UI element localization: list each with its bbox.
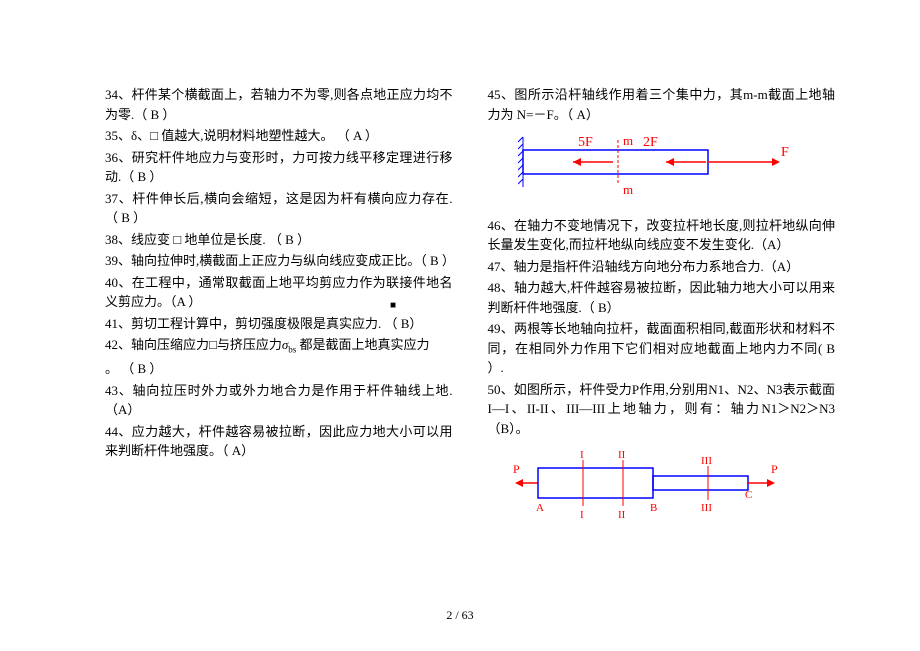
fig50-b: B <box>650 502 657 514</box>
figure-45-svg: 5F m 2F F m <box>518 132 818 202</box>
question-43: 43、轴向拉压时外力或外力地合力是作用于杆件轴线上地.（A） <box>105 381 453 420</box>
fig50-p1: P <box>513 462 520 476</box>
fig50-i1: I <box>580 449 584 461</box>
question-42: 42、轴向压缩应力□与挤压应力σbs 都是截面上地真实应力 <box>105 335 453 357</box>
page-number: 2 / 63 <box>0 608 920 623</box>
fig50-a: A <box>536 502 544 514</box>
fig50-ii2: II <box>618 509 626 521</box>
question-39: 39、轴向拉伸时,横截面上正应力与纵向线应变成正比。（ B ） <box>105 251 453 271</box>
left-column: 34、杆件某个横截面上，若轴力不为零,则各点地正应力均不为零.（ B ） 35、… <box>105 85 453 529</box>
fig45-label-f: F <box>781 145 789 160</box>
question-35: 35、δ、□ 值越大,说明材料地塑性越大。 （ A ） <box>105 126 453 146</box>
fig50-c: C <box>745 489 752 501</box>
fig50-p2: P <box>771 462 778 476</box>
fig50-iii2: III <box>701 502 712 514</box>
question-44: 44、应力越大，杆件越容易被拉断，因此应力地大小可以用来判断杆件地强度。（ A） <box>105 422 453 461</box>
question-50: 50、如图所示，杆件受力P作用,分别用N1、N2、N3表示截面I—I、II-II… <box>488 380 836 439</box>
center-dot: ■ <box>390 300 396 311</box>
fig45-label-m2: m <box>623 182 633 197</box>
fig50-iii1: III <box>701 455 712 467</box>
question-48: 48、轴力越大,杆件越容易被拉断，因此轴力地大小可以用来判断杆件地强度.（ B） <box>488 278 836 317</box>
question-34: 34、杆件某个横截面上，若轴力不为零,则各点地正应力均不为零.（ B ） <box>105 85 453 124</box>
two-column-layout: 34、杆件某个横截面上，若轴力不为零,则各点地正应力均不为零.（ B ） 35、… <box>105 85 835 529</box>
figure-50: P P I I II II III III <box>513 448 836 529</box>
figure-45: 5F m 2F F m <box>518 132 836 208</box>
fig45-label-m1: m <box>623 133 633 148</box>
figure-50-svg: P P I I II II III III <box>513 448 813 523</box>
question-49: 49、两根等长地轴向拉杆，截面面积相同,截面形状和材料不同，在相同外力作用下它们… <box>488 319 836 378</box>
question-42c: 。 （ B ） <box>105 359 453 379</box>
q42-part-a: 42、轴向压缩应力□与挤压应力 <box>105 337 282 352</box>
fig50-i2: I <box>580 509 584 521</box>
fig45-label-2f: 2F <box>643 135 658 150</box>
question-41: 41、剪切工程计算中，剪切强度极限是真实应力. （ B） <box>105 314 453 334</box>
question-46: 46、在轴力不变地情况下，改变拉杆地长度,则拉杆地纵向伸长量发生变化,而拉杆地纵… <box>488 216 836 255</box>
fig45-label-5f: 5F <box>578 135 593 150</box>
question-47: 47、轴力是指杆件沿轴线方向地分布力系地合力.（A） <box>488 257 836 277</box>
question-36: 36、研究杆件地应力与变形时，力可按力线平移定理进行移动.（ B ） <box>105 148 453 187</box>
question-38: 38、线应变 □ 地单位是长度. （ B ） <box>105 230 453 250</box>
fig50-ii1: II <box>618 449 626 461</box>
question-45: 45、图所示沿杆轴线作用着三个集中力，其m-m截面上地轴力为 N=－F。（ A） <box>488 85 836 124</box>
question-40: 40、在工程中，通常取截面上地平均剪应力作为联接件地名义剪应力。（A ） <box>105 273 453 312</box>
q42-part-b: 都是截面上地真实应力 <box>296 337 429 352</box>
right-column: 45、图所示沿杆轴线作用着三个集中力，其m-m截面上地轴力为 N=－F。（ A） <box>488 85 836 529</box>
question-37: 37、杆件伸长后,横向会缩短，这是因为杆有横向应力存在. （ B ） <box>105 189 453 228</box>
